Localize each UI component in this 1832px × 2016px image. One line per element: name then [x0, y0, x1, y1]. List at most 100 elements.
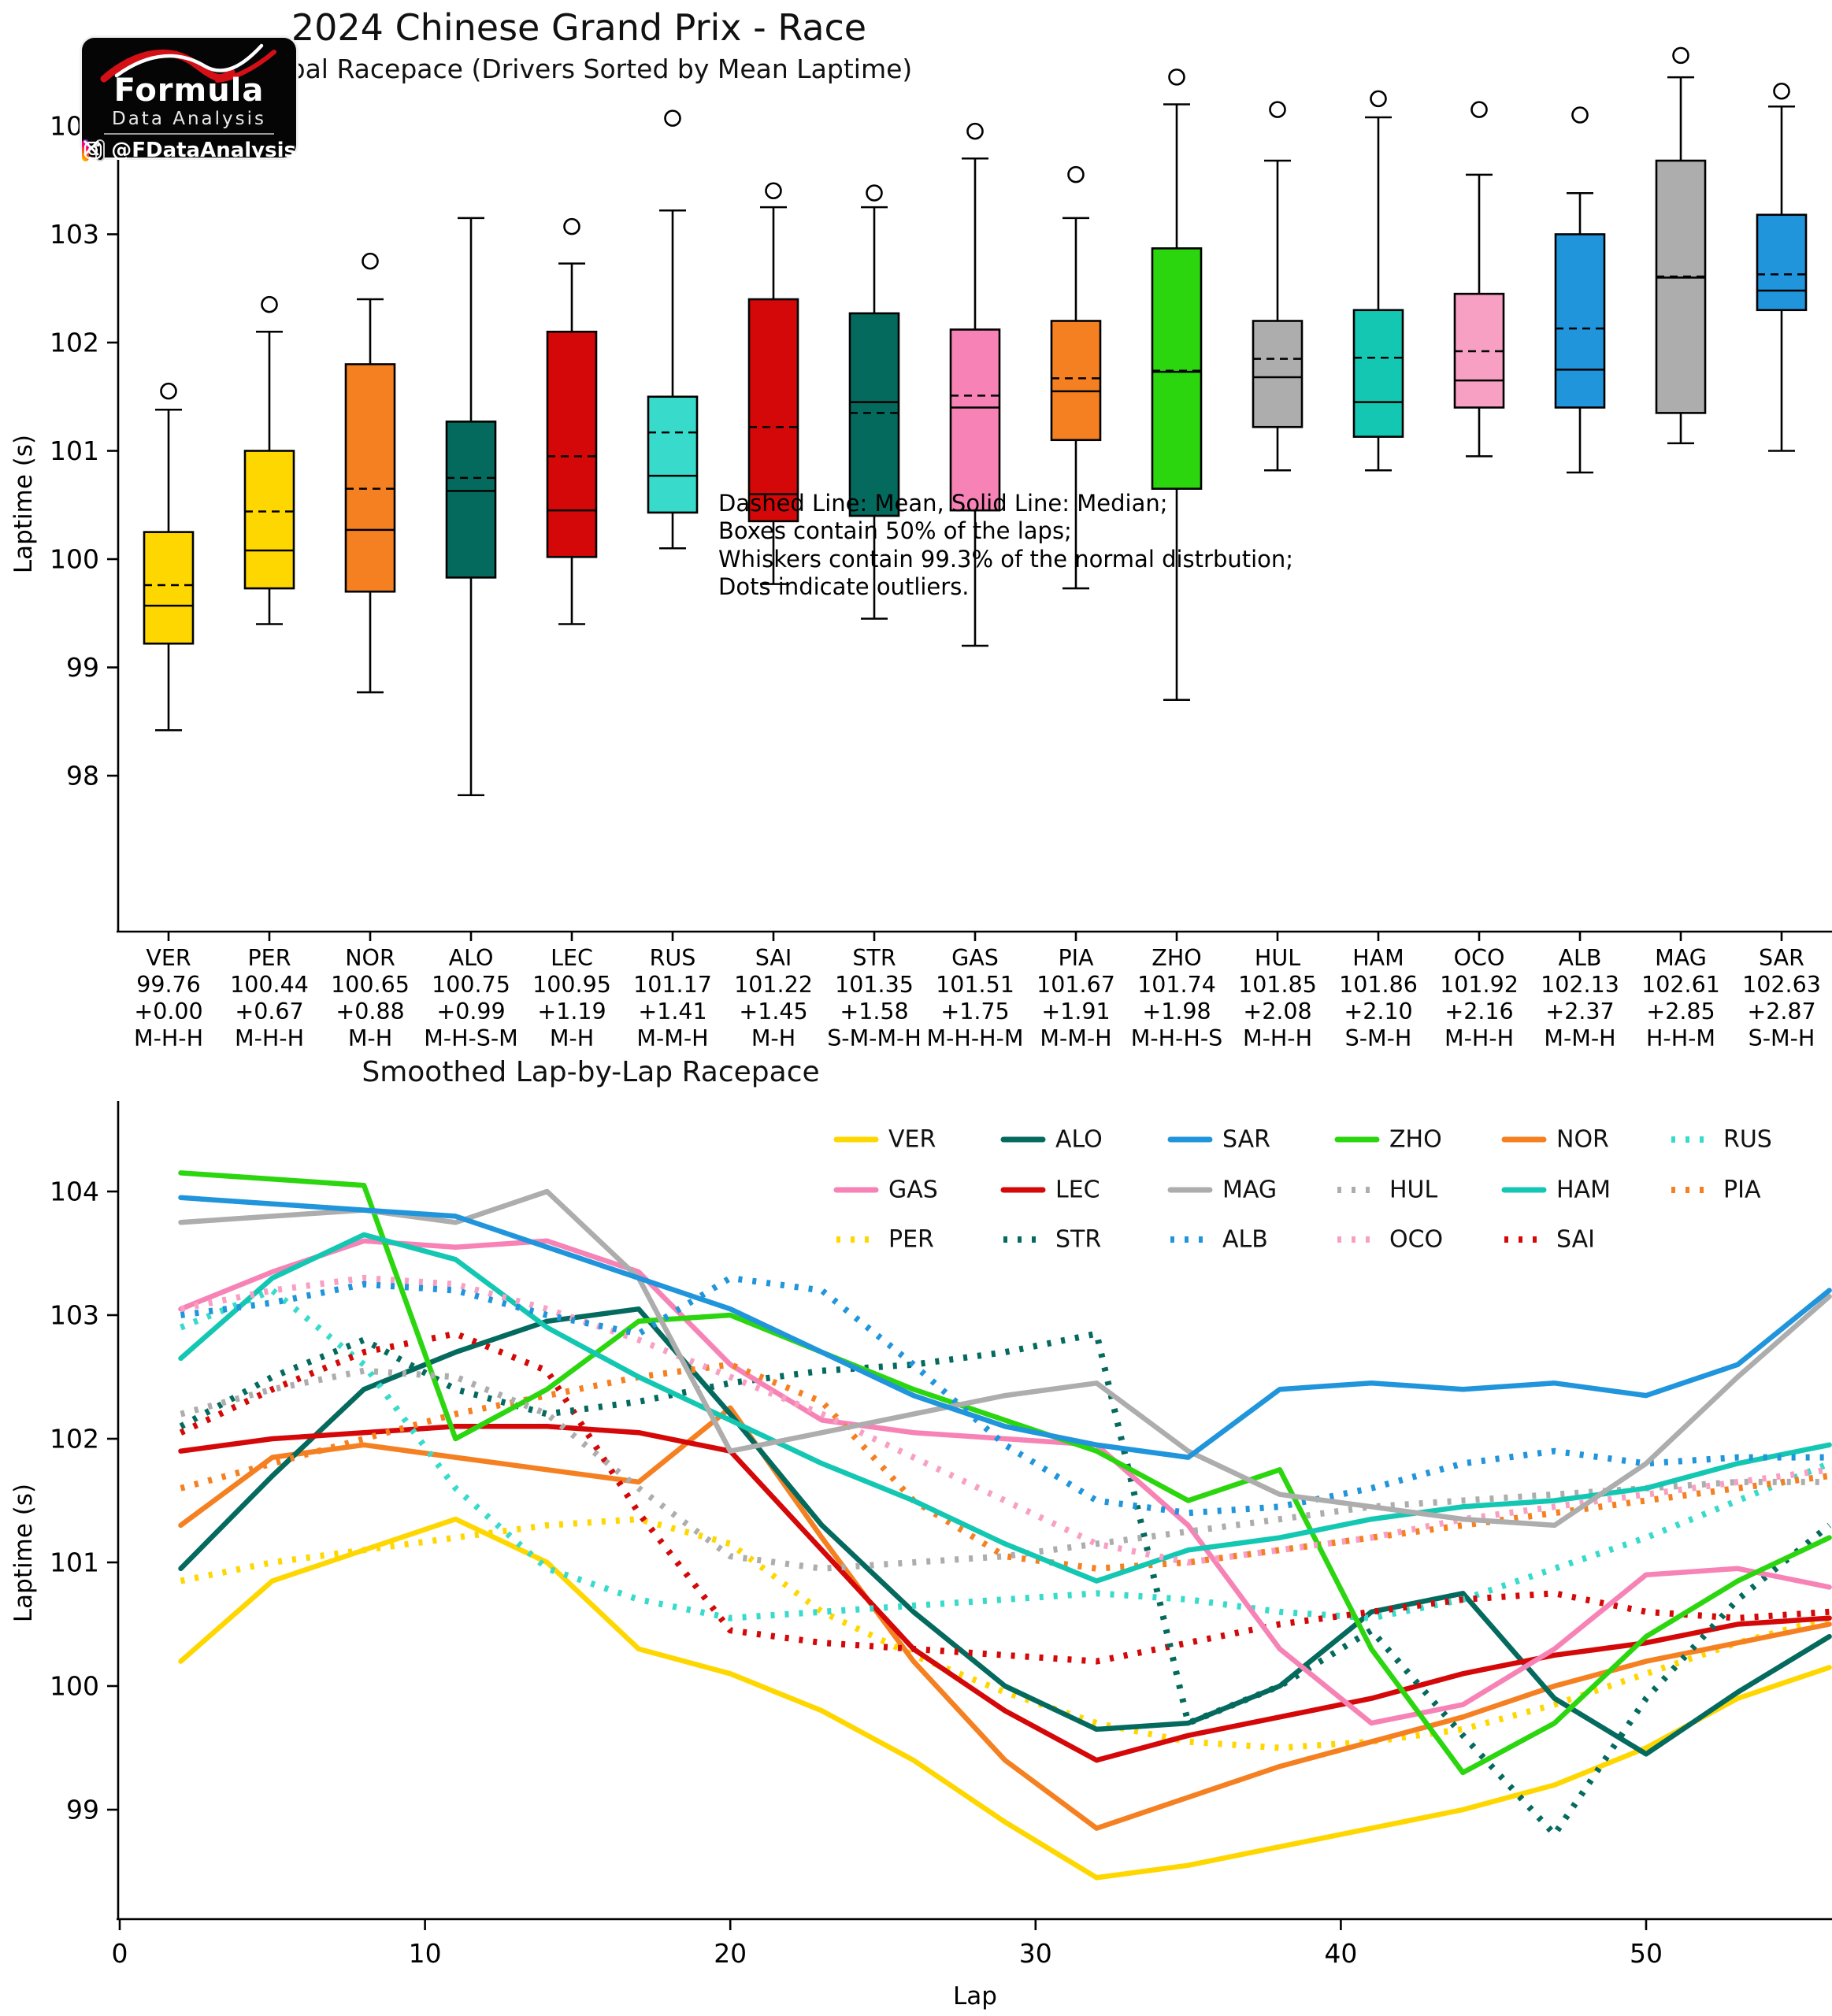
driver-compounds-SAR: S-M-H: [1748, 1025, 1815, 1051]
driver-mean-ALO: 100.75: [432, 972, 510, 998]
boxplot-annotation: Dashed Line: Mean, Solid Line: Median; B…: [718, 490, 1293, 602]
driver-code-HUL: HUL: [1254, 945, 1301, 971]
logo-brand-name: Formula: [113, 72, 265, 109]
driver-gap-PIA: +1.91: [1041, 999, 1111, 1025]
driver-column-GAS: GAS 101.51 +1.75 M-H-H-M: [916, 945, 1034, 1052]
driver-mean-SAI: 101.22: [734, 972, 813, 998]
legend-entry-OCO: OCO: [1337, 1226, 1443, 1254]
series-line-NOR: [178, 1405, 1832, 1831]
line-x-ticklabel-40: 40: [1324, 1938, 1357, 1969]
box-ALO: [445, 217, 497, 797]
legend-entry-STR: STR: [1003, 1226, 1101, 1254]
outlier-dot-PIA: [1067, 165, 1085, 183]
legend-label-LEC: LEC: [1055, 1177, 1100, 1204]
driver-mean-PIA: 101.67: [1037, 972, 1115, 998]
boxplot-y-ticklabel-100: 100: [50, 544, 99, 575]
driver-mean-LEC: 100.95: [532, 972, 611, 998]
driver-gap-GAS: +1.75: [940, 999, 1010, 1025]
driver-mean-GAS: 101.51: [936, 972, 1014, 998]
driver-gap-HAM: +2.10: [1344, 999, 1413, 1025]
legend-entry-GAS: GAS: [833, 1177, 938, 1204]
legend-label-ALB: ALB: [1222, 1226, 1268, 1254]
driver-column-HUL: HUL 101.85 +2.08 M-H-H: [1218, 945, 1337, 1052]
series-line-ALB: [180, 1274, 1830, 1517]
driver-code-SAR: SAR: [1759, 945, 1804, 971]
line-y-ticklabel-104: 104: [50, 1177, 99, 1207]
driver-gap-ALB: +2.37: [1545, 999, 1615, 1025]
legend-entry-HUL: HUL: [1337, 1177, 1438, 1204]
boxplot-y-axis-label: Laptime (s): [9, 435, 38, 573]
driver-mean-VER: 99.76: [136, 972, 201, 998]
social-handle: @FDataAnalysis: [111, 139, 296, 162]
driver-code-MAG: MAG: [1655, 945, 1707, 971]
line-y-ticklabel-100: 100: [50, 1671, 99, 1702]
driver-compounds-ALO: M-H-S-M: [424, 1025, 518, 1051]
driver-mean-OCO: 101.92: [1440, 972, 1519, 998]
outlier-dot-PER: [261, 295, 278, 313]
box-PIA: [1050, 165, 1102, 590]
driver-mean-STR: 101.35: [835, 972, 914, 998]
driver-compounds-HAM: S-M-H: [1344, 1025, 1412, 1051]
boxplot-y-ticklabel-101: 101: [50, 435, 99, 466]
driver-code-PIA: PIA: [1058, 945, 1094, 971]
logo-swoosh-icon: [100, 43, 276, 83]
boxplot-y-ticklabel-99: 99: [66, 652, 99, 683]
legend-entry-MAG: MAG: [1167, 1177, 1277, 1204]
driver-code-ZHO: ZHO: [1151, 945, 1202, 971]
box-OCO: [1453, 101, 1505, 458]
driver-mean-PER: 100.44: [230, 972, 309, 998]
driver-mean-ZHO: 101.74: [1137, 972, 1216, 998]
driver-code-RUS: RUS: [649, 945, 696, 971]
line-y-ticklabel-103: 103: [50, 1300, 99, 1331]
legend-label-SAI: SAI: [1556, 1226, 1595, 1254]
outlier-dot-GAS: [966, 122, 984, 140]
outlier-dot-SAI: [765, 182, 782, 200]
legend-entry-ALO: ALO: [1000, 1126, 1103, 1154]
driver-code-ALO: ALO: [448, 945, 494, 971]
x-icon: [83, 139, 106, 161]
outlier-dot-HUL: [1269, 101, 1286, 118]
logo-brand-subname: Data Analysis: [112, 109, 266, 129]
box-SAI: [747, 182, 799, 585]
driver-code-HAM: HAM: [1352, 945, 1404, 971]
driver-column-LEC: LEC 100.95 +1.19 M-H: [513, 945, 631, 1052]
driver-column-ZHO: ZHO 101.74 +1.98 M-H-H-S: [1118, 945, 1236, 1052]
legend-entry-LEC: LEC: [1000, 1177, 1100, 1204]
driver-code-VER: VER: [146, 945, 191, 971]
annotation-line-2: Boxes contain 50% of the laps;: [718, 517, 1072, 545]
series-line-SAR: [178, 1195, 1832, 1460]
driver-column-HAM: HAM 101.86 +2.10 S-M-H: [1319, 945, 1437, 1052]
series-line-HAM: [178, 1232, 1832, 1584]
driver-gap-SAI: +1.45: [739, 999, 808, 1025]
driver-mean-NOR: 100.65: [331, 972, 410, 998]
driver-column-STR: STR 101.35 +1.58 S-M-M-H: [815, 945, 933, 1052]
box-HUL: [1252, 101, 1304, 472]
legend-label-HUL: HUL: [1389, 1177, 1438, 1204]
driver-gap-PER: +0.67: [235, 999, 304, 1025]
series-line-LEC: [178, 1424, 1832, 1763]
line-y-ticklabel-99: 99: [66, 1795, 99, 1825]
legend-entry-PIA: PIA: [1671, 1177, 1761, 1204]
outlier-dot-HAM: [1370, 90, 1387, 108]
legend-label-PER: PER: [888, 1226, 934, 1254]
driver-gap-VER: +0.00: [134, 999, 203, 1025]
driver-compounds-VER: M-H-H: [133, 1025, 204, 1051]
page-subtitle: Global Racepace (Drivers Sorted by Mean …: [245, 54, 913, 84]
boxplot-y-ticklabel-98: 98: [66, 761, 99, 791]
driver-code-NOR: NOR: [345, 945, 395, 971]
legend-entry-ALB: ALB: [1170, 1226, 1268, 1254]
legend-entry-RUS: RUS: [1671, 1126, 1772, 1154]
series-line-OCO: [180, 1274, 1830, 1566]
line-x-ticklabel-0: 0: [112, 1938, 128, 1969]
driver-code-STR: STR: [852, 945, 896, 971]
driver-column-ALO: ALO 100.75 +0.99 M-H-S-M: [412, 945, 530, 1052]
box-ZHO: [1151, 69, 1203, 702]
driver-column-ALB: ALB 102.13 +2.37 M-M-H: [1521, 945, 1639, 1052]
outlier-dot-SAR: [1773, 82, 1790, 100]
driver-compounds-MAG: H-H-M: [1645, 1025, 1716, 1051]
outlier-dot-ALB: [1571, 106, 1589, 124]
driver-code-LEC: LEC: [551, 945, 593, 971]
boxplot-y-ticklabel-103: 103: [50, 219, 99, 250]
